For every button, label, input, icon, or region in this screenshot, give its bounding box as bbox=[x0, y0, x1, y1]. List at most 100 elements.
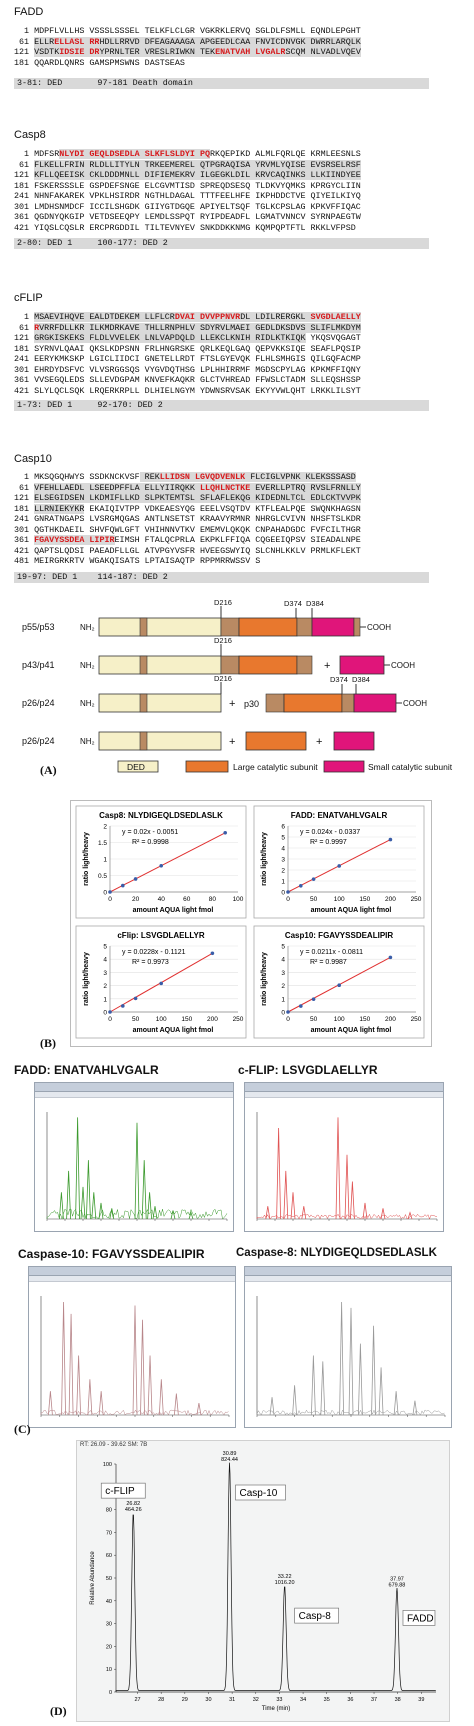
residue-number: 181 bbox=[14, 57, 35, 68]
x-tick: 20 bbox=[132, 896, 140, 903]
cflip-title: cFLIP bbox=[14, 292, 43, 304]
residue-number: 241 bbox=[14, 191, 35, 201]
trendline bbox=[109, 832, 226, 893]
r-squared: R² = 0.9973 bbox=[132, 959, 169, 966]
residue-number: 1 bbox=[14, 149, 35, 159]
spectrum-peak bbox=[290, 1192, 296, 1220]
peptide-highlight: NLYDI GEQLDSEDLA SLKFLSLDYI PQ bbox=[59, 149, 211, 159]
fadd-domains: 3-81: DED 97-181 Death domain bbox=[14, 78, 429, 89]
data-point bbox=[121, 883, 125, 888]
residue-number: 361 bbox=[14, 375, 35, 385]
spectrum-peak bbox=[80, 1186, 86, 1220]
residue-number: 121 bbox=[14, 170, 35, 180]
residue-number: 61 bbox=[14, 482, 35, 493]
residue-number: 1 bbox=[14, 312, 35, 322]
sequence-segment: LMDHSNMDCF ICCILSHGDK GIIYGTDGQE APIYELT… bbox=[34, 201, 361, 212]
sequence-line: 1 MDFSRNLYDI GEQLDSEDLA SLKFLSLDYI PQRKQ… bbox=[14, 149, 361, 160]
residue-number: 301 bbox=[14, 364, 35, 375]
sequence-line: 181 SYRNVLQAAI QKSLKDPSNN FRLHNGRSKE QRL… bbox=[14, 344, 361, 355]
sequence-segment: MEIRGRKRTV WGAKQISATS LPTAISAQTP RPPMRRW… bbox=[34, 556, 261, 566]
row3-label: p26/p24 bbox=[22, 698, 55, 708]
spectrum-peak bbox=[170, 1210, 176, 1220]
y-tick: 2 bbox=[103, 983, 107, 990]
chromatogram: 0102030405060708090100272829303132333435… bbox=[90, 1451, 436, 1712]
spectrum-peak bbox=[407, 1211, 413, 1220]
trend-equation: y = 0.02x - 0.0051 bbox=[122, 829, 178, 836]
chart-title: Casp8: NLYDIGEQLDSEDLASLK bbox=[99, 811, 223, 820]
spectrum-peak bbox=[311, 1355, 316, 1416]
sequence-segment: EKAIQIVTPP VDKEAESYQG EEELVSQTDV KTFLEAL… bbox=[84, 503, 361, 514]
y-tick: 40 bbox=[106, 1599, 112, 1605]
x-axis-label: amount AQUA light fmol bbox=[133, 1027, 214, 1034]
sequence-line: 361 FGAVYSSDEA LIPIREIMSH FTALQCPRLA EKP… bbox=[14, 535, 361, 546]
y-tick: 20 bbox=[106, 1644, 112, 1650]
sequence-line: 121 VSDTKIDSIE DRYPRNLTER VRESLRIWKN TEK… bbox=[14, 47, 361, 58]
data-point bbox=[286, 890, 290, 894]
site-d216-a: D216 bbox=[214, 598, 232, 607]
x-tick: 100 bbox=[233, 896, 244, 903]
sequence-line: 121 KFLLQEEISK CKLDDDMNLL DIFIEMEKRV ILG… bbox=[14, 170, 361, 181]
peptide-highlight: DVAI DVVPPNVR bbox=[174, 312, 241, 322]
data-point bbox=[223, 830, 227, 835]
y-tick: 60 bbox=[106, 1553, 112, 1559]
x-tick: 0 bbox=[286, 896, 290, 903]
sequence-line: 361 QGDNYQKGIP VETDSEEQPY LEMDLSSPQT RYI… bbox=[14, 212, 361, 223]
spectrum-peak bbox=[196, 1403, 202, 1416]
x-axis-label: amount AQUA light fmol bbox=[311, 907, 392, 914]
y-tick: 5 bbox=[281, 835, 285, 842]
panel-b-label: (B) bbox=[40, 1036, 56, 1050]
sequence-segment: YKQSVQGAGT bbox=[305, 333, 361, 343]
chart-title: cFlip: LSVGDLAELLYR bbox=[117, 931, 204, 940]
sequence-segment: DL LDILRERGKL bbox=[240, 312, 306, 322]
data-point bbox=[210, 951, 215, 956]
y-tick: 0 bbox=[103, 1010, 107, 1017]
peak-label: c-FLIP bbox=[105, 1486, 135, 1497]
sequence-segment: EVERLLPTRQ RVSLFRNLLY bbox=[250, 482, 361, 493]
x-tick: 50 bbox=[310, 896, 318, 903]
y-tick: 3 bbox=[103, 970, 107, 977]
sequence-line: 241 EERYKMKSKP LGICLIIDCI GNETELLRDT FTS… bbox=[14, 354, 361, 365]
sequence-segment: SLYLQCLSQK LRQERKRPLL DLHIELNGYM YDWNSRV… bbox=[34, 385, 361, 396]
residue-number: 241 bbox=[14, 514, 35, 524]
peptide-highlight: ELLASL bbox=[54, 36, 85, 47]
peak-label-box bbox=[294, 1607, 339, 1624]
spectrum-peak bbox=[109, 1208, 115, 1220]
y-tick: 0 bbox=[109, 1690, 112, 1696]
data-point bbox=[388, 955, 393, 960]
chart-frame bbox=[253, 925, 425, 1039]
casp8-title: Casp8 bbox=[14, 129, 46, 141]
fadd-sequence: 1 MDPFLVLLHS VSSSLSSSEL TELKFLCLGR VGKRK… bbox=[14, 26, 361, 68]
data-point bbox=[133, 996, 138, 1001]
spectrum-plot-area bbox=[29, 1282, 235, 1427]
spectrum-peak bbox=[75, 1117, 80, 1220]
y-tick: 2 bbox=[281, 868, 285, 875]
panel-a-label: (A) bbox=[40, 763, 57, 777]
casp8-sequence: 1 MDFSRNLYDI GEQLDSEDLA SLKFLSLDYI PQRKQ… bbox=[14, 149, 361, 233]
peak-label: Casp-10 bbox=[240, 1488, 278, 1499]
sequence-line: 301 QGTHKDAEIL SHVFQWLGFT VHIHNNVTKV EME… bbox=[14, 525, 361, 536]
peptide-highlight: RR bbox=[89, 36, 100, 47]
row4-plus2: + bbox=[316, 736, 322, 748]
trend-equation: y = 0.0228x - 0.1121 bbox=[122, 949, 186, 956]
y-axis-label: ratio light/heavy bbox=[261, 832, 268, 886]
spectrum-casp8-window bbox=[244, 1266, 452, 1428]
sequence-segment: FLCIGLVPNK KLEKSSSASD bbox=[245, 472, 356, 482]
sequence-segment: KFLLQEEISK CKLDDDMNLL DIFIEMEKRV ILGEGKL… bbox=[34, 170, 361, 180]
x-tick: 28 bbox=[158, 1697, 164, 1703]
residue-number: 121 bbox=[14, 493, 35, 503]
spectrum-peak bbox=[344, 1154, 350, 1220]
legend-ded: DED bbox=[127, 762, 145, 772]
residue-number: 301 bbox=[14, 201, 35, 212]
spectrum-peak bbox=[98, 1202, 104, 1220]
sequence-segment: EERYKMKSKP LGICLIIDCI GNETELLRDT FTSLGYE… bbox=[34, 354, 361, 364]
r-squared: R² = 0.9987 bbox=[310, 959, 347, 966]
spectrum-cflip-title: c-FLIP: LSVGDLAELLYR bbox=[238, 1063, 378, 1077]
caspase-processing-diagram: p55/p53 NH₂ COOH D216 D374 D384 p43/p41 … bbox=[22, 598, 453, 777]
y-tick: 1 bbox=[281, 996, 285, 1003]
spectrum-casp8-title: Caspase-8: NLYDIGEQLDSEDLASLK bbox=[236, 1247, 437, 1259]
spectrum-baseline bbox=[256, 1213, 438, 1220]
row2-cooh: COOH bbox=[391, 661, 415, 670]
residue-number: 1 bbox=[14, 26, 35, 36]
peak-mz: 464.26 bbox=[125, 1507, 142, 1513]
spectrum-peak bbox=[173, 1393, 179, 1416]
